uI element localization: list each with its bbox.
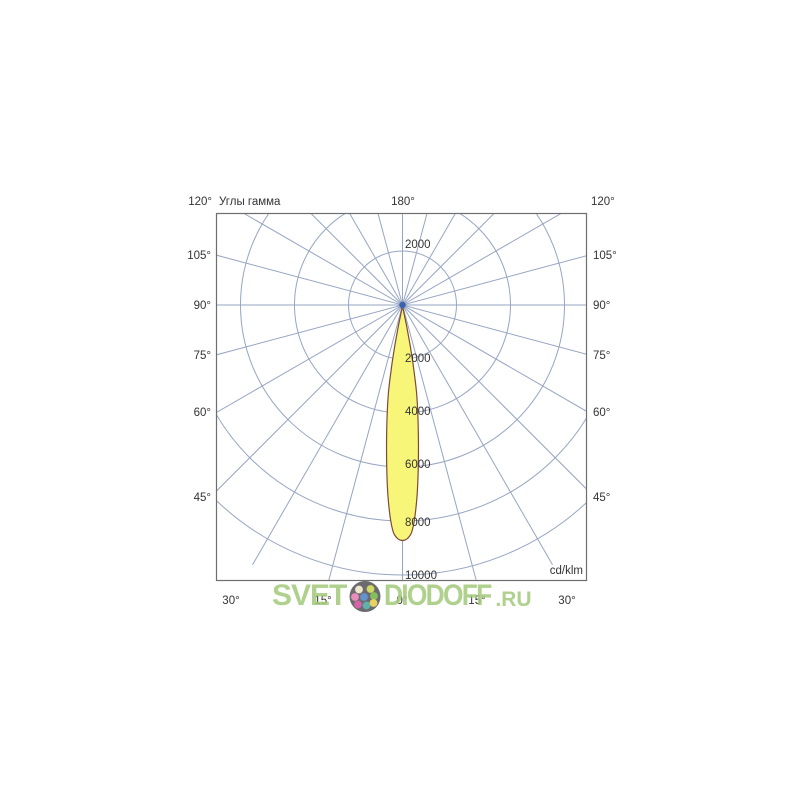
angle-label-left-45: 45°: [194, 492, 211, 504]
angle-label-left-60: 60°: [194, 407, 211, 419]
angle-label-top-right: 120°: [591, 196, 615, 208]
angle-label-bottom-15r: 15°: [468, 595, 485, 607]
plot-border: [215, 212, 588, 582]
angle-label-right-90: 90°: [593, 300, 610, 312]
angle-label-bottom-15l: 15°: [314, 595, 331, 607]
angle-label-top-left: 120°: [188, 196, 212, 208]
ring-label-8000: 8000: [405, 517, 431, 529]
angle-label-left-105: 105°: [187, 250, 211, 262]
ring-label-4000: 4000: [405, 406, 431, 418]
angle-label-left-90: 90°: [194, 300, 211, 312]
chart-title: Углы гамма: [219, 196, 281, 208]
angle-label-bottom-0: 0°: [397, 595, 408, 607]
angle-label-right-60: 60°: [593, 407, 610, 419]
units-label: cd/klm: [550, 565, 583, 577]
ring-label-10000: 10000: [405, 570, 437, 582]
polar-center-dot: [399, 301, 406, 309]
angle-label-right-45: 45°: [593, 492, 610, 504]
angle-label-top-center: 180°: [391, 196, 415, 208]
beam-curve: [385, 305, 420, 542]
angle-label-left-75: 75°: [194, 350, 211, 362]
angle-label-right-105: 105°: [593, 250, 617, 262]
ring-label-2000: 2000: [405, 353, 431, 365]
ring-label-2000-upper: 2000: [405, 239, 431, 251]
angle-label-right-75: 75°: [593, 350, 610, 362]
angle-label-bottom-30r: 30°: [558, 595, 575, 607]
angle-label-bottom-30l: 30°: [222, 595, 239, 607]
ring-label-6000: 6000: [405, 459, 431, 471]
